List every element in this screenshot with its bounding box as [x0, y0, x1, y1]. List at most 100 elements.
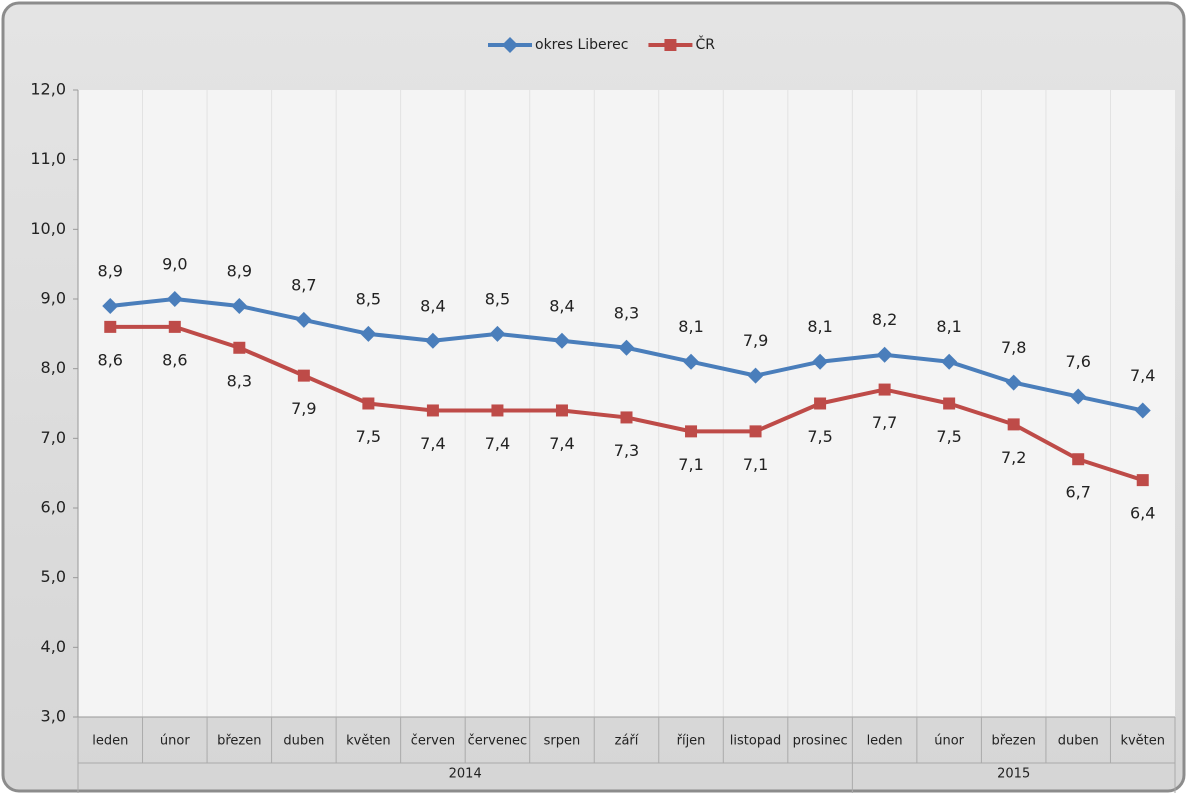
- data-label: 7,6: [1065, 352, 1090, 371]
- data-label: 8,6: [162, 350, 187, 369]
- marker: [814, 397, 827, 410]
- y-tick-label: 12,0: [30, 80, 66, 99]
- data-label: 7,7: [872, 413, 897, 432]
- data-label: 8,3: [614, 303, 639, 322]
- data-label: 6,7: [1065, 483, 1090, 502]
- marker: [426, 404, 439, 417]
- marker: [362, 397, 375, 410]
- marker: [233, 341, 246, 354]
- data-label: 7,5: [807, 427, 832, 446]
- x-tick-label: srpen: [544, 734, 581, 749]
- marker: [1134, 402, 1151, 419]
- data-label: 8,1: [936, 317, 961, 336]
- marker: [168, 320, 181, 333]
- data-label: 7,4: [485, 434, 510, 453]
- marker: [1005, 374, 1022, 391]
- x-tick-label: červenec: [468, 734, 528, 749]
- y-tick-label: 4,0: [41, 637, 66, 656]
- data-label: 9,0: [162, 255, 187, 274]
- y-tick-label: 5,0: [41, 567, 66, 586]
- y-tick-label: 6,0: [41, 498, 66, 517]
- marker: [749, 425, 762, 438]
- legend-label: ČR: [695, 35, 715, 53]
- marker: [489, 325, 506, 342]
- marker: [618, 339, 635, 356]
- data-label: 8,9: [227, 261, 252, 280]
- marker: [231, 297, 248, 314]
- x-tick-label: prosinec: [793, 734, 848, 749]
- x-tick-label: říjen: [677, 734, 706, 749]
- marker: [683, 353, 700, 370]
- y-tick-label: 8,0: [41, 358, 66, 377]
- marker: [360, 325, 377, 342]
- data-label: 7,3: [614, 441, 639, 460]
- x-group-label: 2014: [449, 767, 482, 782]
- data-label: 8,5: [485, 289, 510, 308]
- data-label: 7,8: [1001, 338, 1026, 357]
- data-label: 7,9: [291, 399, 316, 418]
- marker: [812, 353, 829, 370]
- marker: [878, 383, 891, 396]
- data-label: 8,9: [98, 261, 123, 280]
- x-tick-label: únor: [160, 734, 190, 749]
- data-label: 7,4: [549, 434, 574, 453]
- data-label: 8,4: [549, 296, 574, 315]
- x-tick-label: duben: [1058, 734, 1099, 749]
- data-label: 7,4: [420, 434, 445, 453]
- data-label: 7,5: [356, 427, 381, 446]
- marker: [166, 291, 183, 307]
- x-tick-label: březen: [991, 734, 1035, 749]
- marker: [747, 367, 764, 384]
- marker: [553, 332, 570, 349]
- marker: [941, 353, 958, 370]
- marker: [664, 39, 677, 51]
- y-tick-label: 9,0: [41, 289, 66, 308]
- marker: [943, 397, 956, 410]
- x-tick-label: září: [615, 734, 639, 749]
- data-label: 7,5: [936, 427, 961, 446]
- x-tick-label: listopad: [730, 734, 782, 749]
- y-tick-label: 10,0: [30, 219, 66, 238]
- marker: [1072, 453, 1085, 466]
- data-label: 8,6: [98, 350, 123, 369]
- data-label: 8,1: [678, 317, 703, 336]
- data-label: 7,1: [743, 455, 768, 474]
- marker: [555, 404, 568, 417]
- y-tick-label: 3,0: [41, 707, 66, 726]
- marker: [876, 346, 893, 363]
- legend-label: okres Liberec: [535, 37, 628, 53]
- x-tick-label: květen: [1120, 734, 1165, 749]
- marker: [297, 369, 310, 382]
- x-tick-label: leden: [867, 734, 903, 749]
- plot-area: [78, 90, 1175, 717]
- marker: [1136, 474, 1149, 487]
- marker: [104, 320, 117, 333]
- data-label: 8,2: [872, 310, 897, 329]
- data-label: 7,2: [1001, 448, 1026, 467]
- data-label: 7,4: [1130, 366, 1155, 385]
- data-label: 8,5: [356, 289, 381, 308]
- x-tick-label: květen: [346, 734, 391, 749]
- marker: [685, 425, 698, 438]
- marker: [102, 297, 119, 314]
- x-tick-label: duben: [283, 734, 324, 749]
- marker: [502, 37, 518, 53]
- data-label: 8,1: [807, 317, 832, 336]
- x-tick-label: červen: [411, 734, 455, 749]
- marker: [424, 332, 441, 349]
- data-label: 8,3: [227, 371, 252, 390]
- marker: [620, 411, 633, 424]
- data-label: 8,7: [291, 275, 316, 294]
- x-group-label: 2015: [997, 767, 1030, 782]
- x-tick-label: březen: [217, 734, 261, 749]
- marker: [491, 404, 504, 417]
- data-label: 7,9: [743, 331, 768, 350]
- x-tick-label: únor: [934, 734, 964, 749]
- data-label: 7,1: [678, 455, 703, 474]
- x-tick-label: leden: [92, 734, 128, 749]
- marker: [1007, 418, 1020, 431]
- data-label: 6,4: [1130, 504, 1155, 523]
- y-tick-label: 7,0: [41, 428, 66, 447]
- marker: [295, 311, 312, 328]
